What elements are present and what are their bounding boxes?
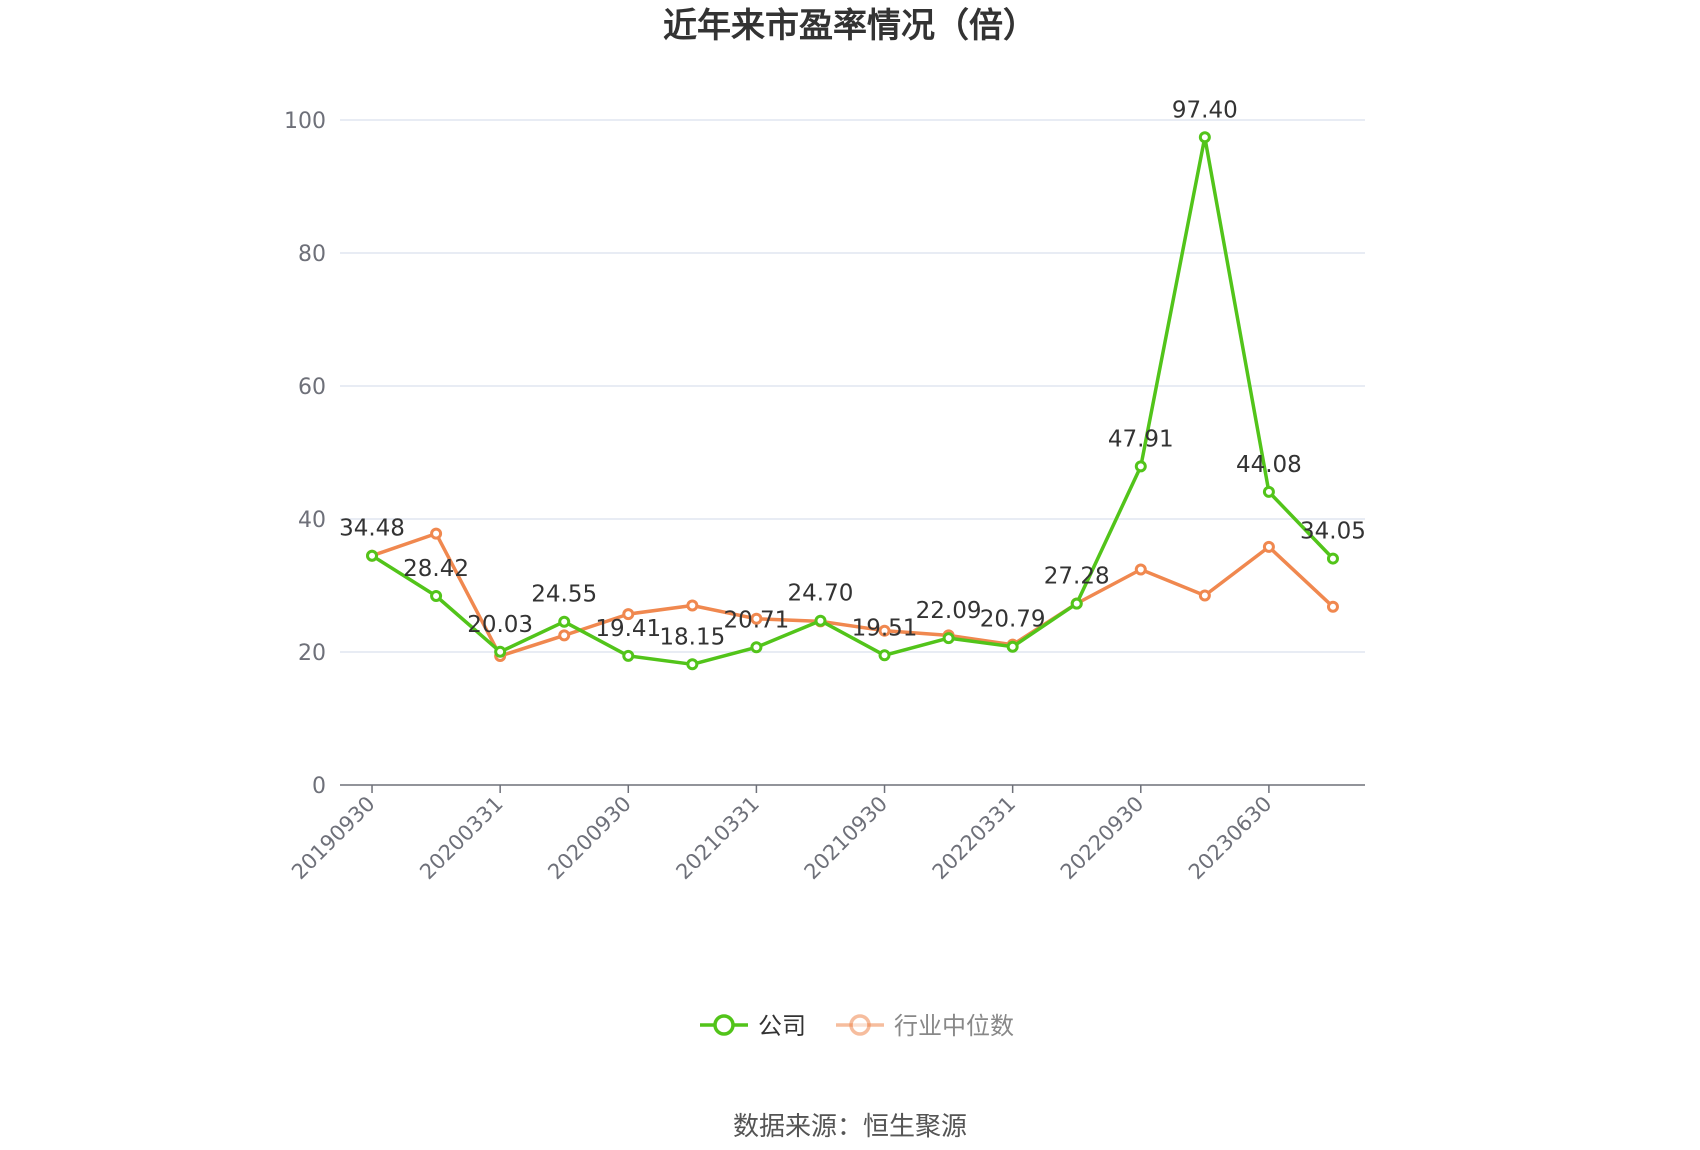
point-series1-14 xyxy=(1262,540,1275,553)
data-label-3: 24.55 xyxy=(531,582,597,608)
data-label-12: 47.91 xyxy=(1108,426,1174,452)
x-tick-label-20200331: 20200331 xyxy=(415,792,508,885)
point-series0-15 xyxy=(1326,552,1339,565)
series-line-0 xyxy=(371,135,1335,667)
point-series1-1 xyxy=(430,527,443,540)
point-series1-15 xyxy=(1326,600,1339,613)
x-tick-label-20230630: 20230630 xyxy=(1184,792,1277,885)
point-series0-0 xyxy=(366,549,379,562)
data-source-note: 数据来源：恒生聚源 xyxy=(733,1112,967,1142)
x-tick-label-20200930: 20200930 xyxy=(543,792,636,885)
legend-label-0: 公司 xyxy=(758,1012,806,1040)
point-series1-6 xyxy=(750,612,763,625)
point-series0-5 xyxy=(686,658,699,671)
point-series0-14 xyxy=(1262,485,1275,498)
data-label-4: 19.41 xyxy=(595,616,661,642)
legend-item-0: 公司 xyxy=(700,1012,806,1040)
data-label-7: 24.70 xyxy=(788,581,854,607)
data-label-15: 34.05 xyxy=(1300,519,1366,545)
point-series0-12 xyxy=(1134,460,1147,473)
point-series0-2 xyxy=(494,645,507,658)
point-series1-13 xyxy=(1198,589,1211,602)
y-tick-label-40: 40 xyxy=(298,508,326,533)
series xyxy=(366,131,1339,671)
data-label-14: 44.08 xyxy=(1236,452,1302,478)
x-tick-label-20190930: 20190930 xyxy=(287,792,380,885)
data-label-13: 97.40 xyxy=(1172,97,1238,123)
legend-marker-1 xyxy=(849,1014,871,1036)
data-labels: 34.48 28.42 20.03 24.55 19.4118.1520.7124.70… xyxy=(339,97,1366,650)
point-series0-6 xyxy=(750,641,763,654)
y-tick-label-80: 80 xyxy=(298,242,326,267)
point-series0-3 xyxy=(558,615,571,628)
data-label-8: 19.51 xyxy=(852,615,918,641)
chart-title: 近年来市盈率情况（倍） xyxy=(663,6,1037,46)
point-series0-10 xyxy=(1006,640,1019,653)
legend-marker-0 xyxy=(713,1014,735,1036)
point-series1-3 xyxy=(558,629,571,642)
data-label-6: 20.71 xyxy=(723,607,789,633)
y-tick-label-60: 60 xyxy=(298,375,326,400)
y-tick-label-0: 0 xyxy=(312,774,326,799)
grid xyxy=(340,119,1365,653)
point-series0-1 xyxy=(430,590,443,603)
data-label-2: 20.03 xyxy=(467,612,533,638)
point-series0-11 xyxy=(1070,597,1083,610)
axes: 0 20 40 60 80 100 20190930 20200331 20200930 2021… xyxy=(284,109,1365,884)
legend-item-1: 行业中位数 xyxy=(836,1012,1014,1040)
x-tick-label-20210331: 20210331 xyxy=(671,792,764,885)
data-label-10: 20.79 xyxy=(980,607,1046,633)
x-tick-label-20220331: 20220331 xyxy=(928,792,1021,885)
legend-label-1: 行业中位数 xyxy=(894,1012,1014,1040)
point-series0-13 xyxy=(1198,131,1211,144)
data-label-9: 22.09 xyxy=(916,598,982,624)
series-line-1 xyxy=(371,531,1335,658)
x-tick-label-20210930: 20210930 xyxy=(800,792,893,885)
point-series0-4 xyxy=(622,649,635,662)
y-tick-label-100: 100 xyxy=(284,109,326,134)
legend: 公司 行业中位数 xyxy=(700,1012,1014,1040)
data-label-0: 34.48 xyxy=(339,516,405,542)
point-series1-5 xyxy=(686,599,699,612)
data-label-1: 28.42 xyxy=(403,556,469,582)
point-series0-9 xyxy=(942,632,955,645)
data-label-5: 18.15 xyxy=(659,624,725,650)
y-tick-label-20: 20 xyxy=(298,641,326,666)
x-tick-label-20220930: 20220930 xyxy=(1056,792,1149,885)
data-label-11: 27.28 xyxy=(1044,564,1110,590)
point-series0-7 xyxy=(814,614,827,627)
point-series1-8 xyxy=(878,624,891,637)
point-series0-8 xyxy=(878,649,891,662)
point-series1-12 xyxy=(1134,563,1147,576)
point-series1-4 xyxy=(622,608,635,621)
